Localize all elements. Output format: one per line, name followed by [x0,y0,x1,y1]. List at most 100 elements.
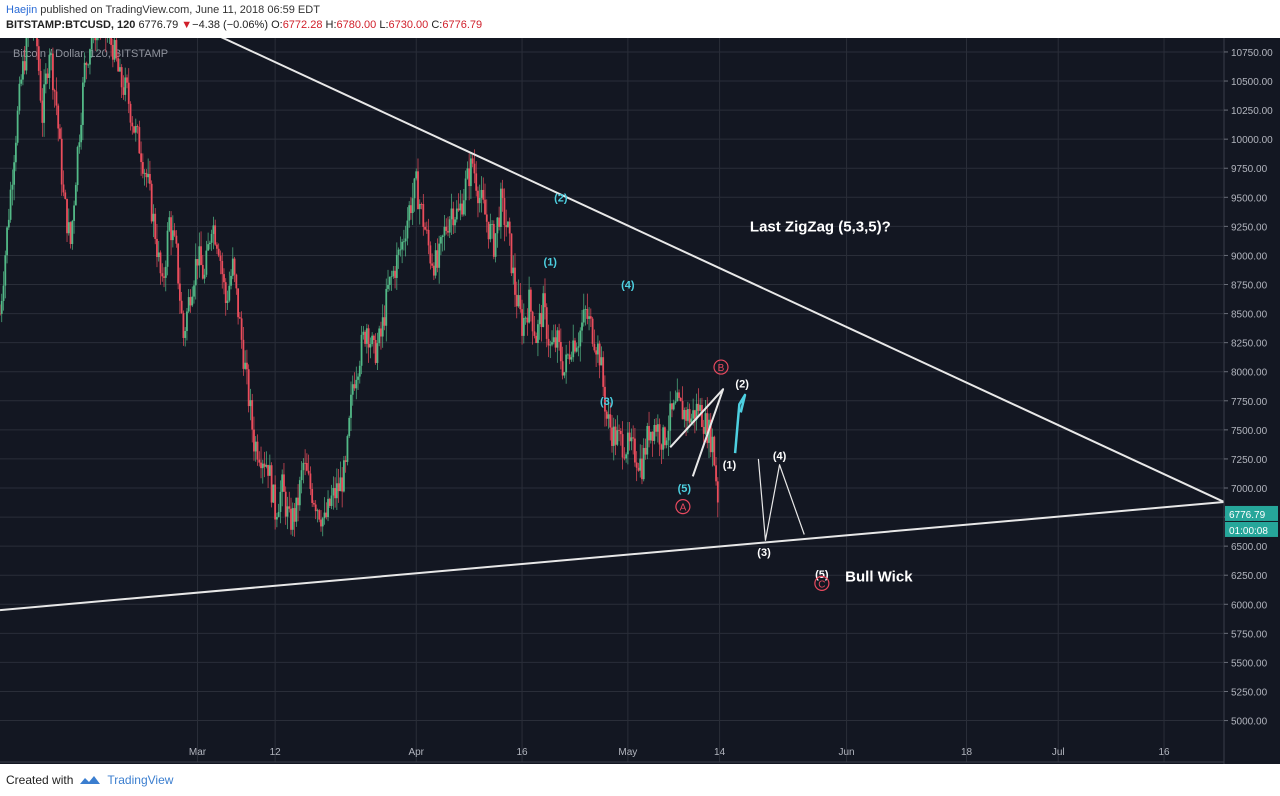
candle-body [605,411,608,419]
candle-body [464,178,467,201]
candle-body [538,312,541,325]
candle-body [365,328,368,344]
y-tick-label: 7250.00 [1231,455,1268,466]
candle-body [81,82,84,125]
candle-body [327,498,329,518]
candle-body [163,276,165,278]
y-tick-label: 5500.00 [1231,658,1268,669]
candle-body [124,77,127,95]
candle-body [570,357,573,360]
candle-body [320,519,322,527]
candle-body [431,263,434,266]
candle-body [558,330,560,342]
candle-body [648,426,650,441]
candle-body [277,511,280,517]
candlesticks [0,38,719,537]
candle-body [226,300,229,304]
candle-body [304,462,307,464]
grid-lines [0,38,1224,762]
wave-label: (4) [773,450,787,462]
candle-body [131,122,134,127]
candle-body [611,427,613,446]
candle-body [628,432,631,442]
candle-body [716,481,719,503]
candle-body [332,487,335,496]
candle-body [373,335,375,340]
candle-body [470,158,472,187]
x-tick-label: 12 [270,747,282,758]
candle-body [237,288,239,318]
candle-body [335,483,338,499]
ohlc-values: O:6772.28 H:6780.00 L:6730.00 C:6776.79 [271,19,483,31]
candle-body [53,90,56,92]
candle-body [545,307,548,339]
candle-body [584,309,587,310]
candle-body [228,285,231,301]
candle-body [168,217,171,231]
tradingview-link[interactable]: TradingView [107,773,174,787]
candle-body [117,58,120,72]
candle-body [635,462,638,468]
candle-body [554,337,557,348]
wave-label: (1) [723,460,737,472]
candle-body [450,208,453,220]
candle-body [253,429,255,452]
candle-body [178,283,181,301]
candle-body [395,254,398,278]
candle-body [623,457,626,459]
candle-body [447,230,449,233]
candle-body [83,62,86,83]
candle-body [706,413,709,443]
candle-body [73,205,75,221]
candle-body [194,259,197,286]
time-axis[interactable]: Mar 12 Apr 16 May 14 Jun 18 Jul 16 [0,747,1224,763]
candle-body [462,200,465,215]
candle-body [129,103,132,123]
close-value: 6776.79 [442,19,483,31]
candle-body [143,172,146,174]
candle-body [37,46,40,71]
candle-body [524,317,527,319]
candle-body [140,153,142,163]
candle-body [6,227,8,256]
candle-body [96,38,98,41]
cyan-wave-path [733,393,747,454]
candle-body [358,365,361,377]
candle-body [713,436,716,466]
y-tick-label: 9750.00 [1231,164,1268,175]
candle-body [309,473,312,489]
candle-body [715,465,717,482]
candle-body [514,267,516,295]
candle-body [639,458,642,471]
candle-body [198,246,201,266]
candle-body [662,427,665,450]
candle-body [390,276,393,278]
candle-body [212,225,215,234]
candle-body [678,392,680,398]
candle-body [711,436,714,453]
candle-body [13,162,16,185]
candle-body [420,204,423,205]
candle-body [59,128,61,139]
candle-body [350,394,352,418]
author-link[interactable]: Haejin [6,4,38,16]
candle-body [709,419,712,453]
candle-body [7,219,10,228]
candle-body [658,424,661,445]
candle-body [591,318,594,344]
y-tick-label: 6500.00 [1231,542,1268,553]
candle-body [247,369,250,407]
candle-body [441,235,444,238]
price-axis[interactable]: 10750.00 10500.00 10250.00 10000.00 9750.00 9… [1223,38,1280,764]
y-tick-label: 7000.00 [1231,484,1268,495]
candle-body [607,414,610,419]
candle-body [618,430,620,432]
candle-body [651,431,654,441]
candle-body [498,217,501,227]
candle-body [415,171,418,179]
wave-label: (4) [621,280,635,292]
candle-body [468,168,471,187]
candle-body [4,255,7,286]
candle-body [339,477,342,492]
price-chart[interactable]: Bitcoin / Dollar, 120, BITSTAMP (2)(1)(4… [0,38,1280,764]
